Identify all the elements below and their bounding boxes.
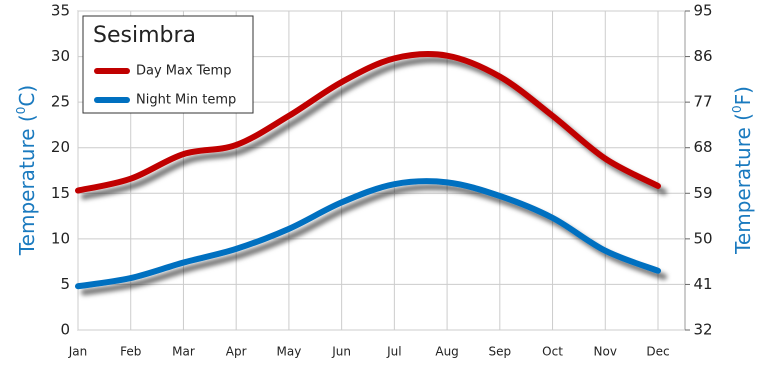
y2-tick-label: 59 xyxy=(693,184,712,202)
chart-title: Sesimbra xyxy=(93,23,196,48)
y-tick-label: 25 xyxy=(51,93,70,111)
y2-tick-label: 50 xyxy=(693,229,712,247)
y2-axis-label: Temperature (0F) xyxy=(730,86,755,255)
y2-tick-label: 77 xyxy=(693,93,712,111)
y-axis-label: Temperature (0C) xyxy=(14,85,39,256)
x-tick-label: Dec xyxy=(646,345,669,359)
y2-tick-label: 32 xyxy=(693,321,712,339)
x-tick-label: Aug xyxy=(435,345,458,359)
x-tick-label: Jul xyxy=(386,345,401,359)
x-tick-label: Sep xyxy=(489,345,512,359)
x-tick-label: May xyxy=(277,345,302,359)
y-tick-label: 15 xyxy=(51,184,70,202)
x-tick-label: Jan xyxy=(68,345,88,359)
x-tick-label: Apr xyxy=(226,345,247,359)
legend-label: Day Max Temp xyxy=(136,64,231,79)
legend: Sesimbra Day Max Temp Night Min temp xyxy=(82,15,254,114)
y2-tick-label: 41 xyxy=(693,275,712,293)
y-tick-label: 35 xyxy=(51,2,70,20)
x-tick-label: Oct xyxy=(542,345,563,359)
x-tick-label: Jun xyxy=(331,345,351,359)
x-tick-label: Mar xyxy=(172,345,195,359)
y-tick-label: 5 xyxy=(60,275,70,293)
line xyxy=(75,178,661,290)
y-tick-label: 30 xyxy=(51,47,70,65)
legend-box xyxy=(82,15,254,114)
y2-tick-label: 86 xyxy=(693,47,712,65)
x-tick-label: Feb xyxy=(120,345,141,359)
line xyxy=(75,51,661,194)
legend-label: Night Min temp xyxy=(136,93,236,108)
y-tick-label: 20 xyxy=(51,138,70,156)
x-tick-label: Nov xyxy=(594,345,617,359)
y2-tick-label: 68 xyxy=(693,138,712,156)
y-tick-label: 10 xyxy=(51,229,70,247)
y2-tick-label: 95 xyxy=(693,2,712,20)
y-tick-label: 0 xyxy=(60,321,70,339)
